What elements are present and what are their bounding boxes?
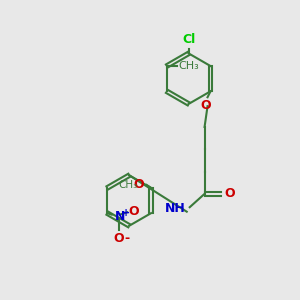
Text: NH: NH — [164, 202, 185, 215]
Text: N: N — [115, 210, 125, 223]
Text: Cl: Cl — [182, 33, 195, 46]
Text: O: O — [201, 99, 212, 112]
Text: O: O — [133, 178, 144, 191]
Text: -: - — [124, 232, 130, 245]
Text: CH₃: CH₃ — [118, 180, 138, 190]
Text: O: O — [224, 187, 235, 200]
Text: +: + — [122, 208, 130, 218]
Text: O: O — [113, 232, 124, 245]
Text: CH₃: CH₃ — [178, 61, 200, 71]
Text: O: O — [128, 205, 139, 218]
